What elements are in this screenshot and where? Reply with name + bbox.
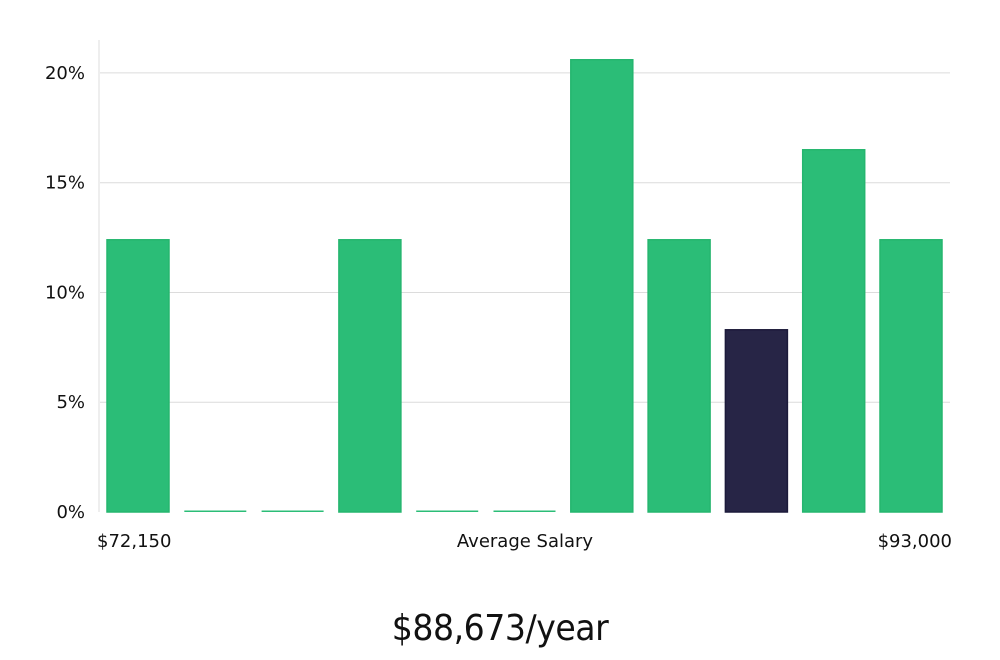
y-tick-labels: 0% 5% 10% 15% 20% — [45, 63, 85, 523]
y-tick-label: 20% — [45, 63, 85, 84]
y-tick-label: 5% — [56, 392, 85, 413]
bar — [879, 239, 943, 513]
x-axis-title: Average Salary — [457, 531, 594, 552]
bar — [493, 510, 556, 512]
bar — [647, 239, 711, 513]
bar — [106, 239, 170, 513]
bar — [338, 239, 402, 513]
bar — [801, 149, 866, 513]
y-tick-label: 10% — [45, 282, 85, 303]
bar — [570, 59, 634, 513]
bar — [184, 510, 247, 512]
x-left-label: $72,150 — [97, 531, 171, 552]
y-tick-label: 0% — [56, 502, 85, 523]
bar — [261, 510, 324, 512]
bar — [416, 510, 479, 512]
average-salary-headline: $88,673/year — [391, 608, 609, 649]
salary-distribution-chart: 0% 5% 10% 15% 20% $72,150 Average Salary $93… — [45, 40, 952, 552]
bar-highlighted — [724, 329, 789, 513]
bars — [106, 59, 943, 513]
y-tick-label: 15% — [45, 173, 85, 194]
x-right-label: $93,000 — [878, 531, 952, 552]
